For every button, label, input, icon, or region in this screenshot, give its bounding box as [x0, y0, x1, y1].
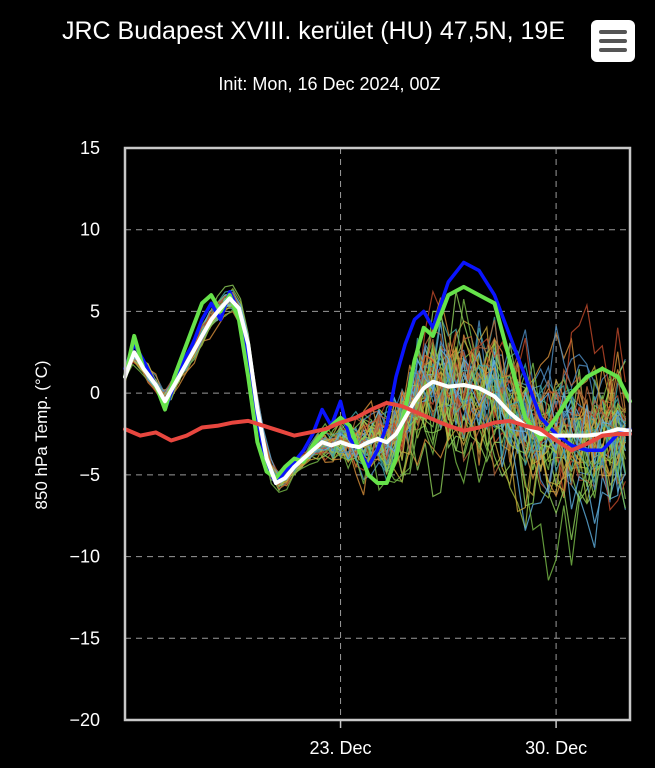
x-tick-label: 30. Dec — [525, 738, 587, 758]
hamburger-menu-icon[interactable] — [591, 20, 635, 62]
ensemble-member-line — [124, 308, 626, 581]
plot-frame — [123, 146, 632, 722]
ensemble-member-line — [124, 297, 626, 483]
chart-subtitle: Init: Mon, 16 Dec 2024, 00Z — [218, 74, 441, 94]
series-line-red-control — [123, 400, 632, 453]
y-tick-label: 5 — [90, 301, 100, 321]
x-tick-label: 23. Dec — [310, 738, 372, 758]
y-tick-labels: 15 10 5 0 −5 −10 −15 −20 — [69, 138, 100, 730]
x-tick-labels: 23. Dec 30. Dec — [310, 720, 587, 758]
chart-title: JRC Budapest XVIII. kerület (HU) 47,5N, … — [62, 17, 565, 45]
y-tick-label: −15 — [69, 628, 100, 648]
series-line-blue-member — [123, 260, 632, 485]
y-tick-label: 15 — [80, 138, 100, 158]
y-tick-label: 10 — [80, 220, 100, 240]
series-line-white-mean — [123, 296, 632, 485]
y-tick-label: 0 — [90, 383, 100, 403]
y-axis-label: 850 hPa Temp. (°C) — [32, 360, 51, 509]
main-series — [123, 260, 632, 485]
series-line-green-member — [123, 284, 632, 485]
y-tick-label: −20 — [69, 710, 100, 730]
y-tick-label: −5 — [79, 465, 100, 485]
y-tick-label: −10 — [69, 547, 100, 567]
